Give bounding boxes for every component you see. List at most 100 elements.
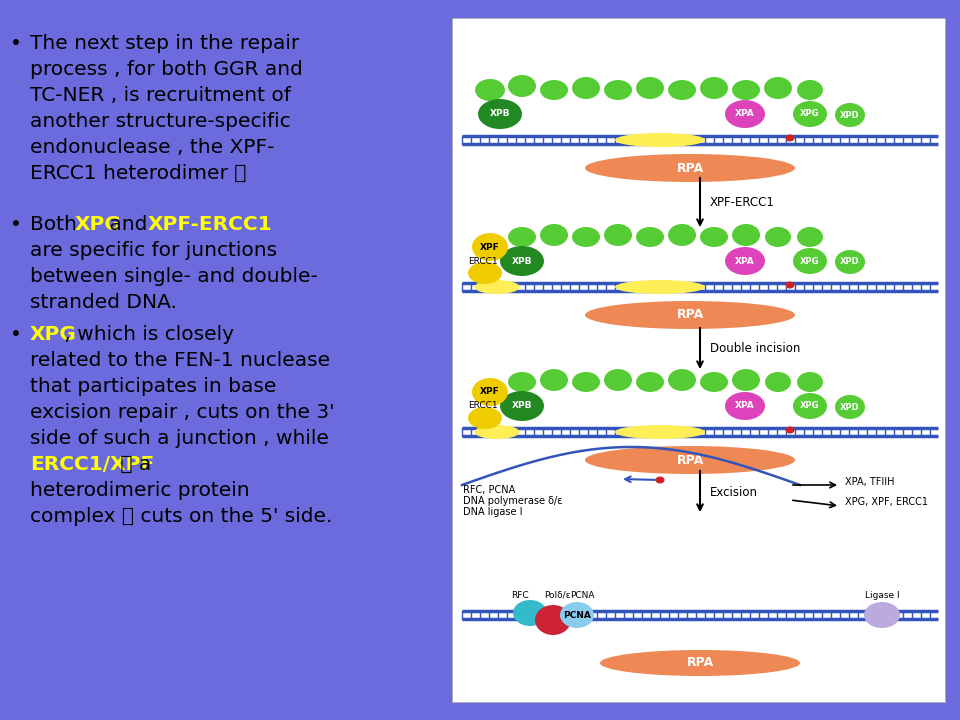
Text: related to the FEN-1 nuclease: related to the FEN-1 nuclease bbox=[30, 351, 330, 370]
Ellipse shape bbox=[513, 600, 547, 626]
Text: XPB: XPB bbox=[512, 402, 532, 410]
Ellipse shape bbox=[468, 262, 502, 284]
Ellipse shape bbox=[615, 133, 705, 147]
Text: The next step in the repair: The next step in the repair bbox=[30, 34, 300, 53]
Ellipse shape bbox=[797, 227, 823, 247]
Ellipse shape bbox=[615, 280, 705, 294]
Ellipse shape bbox=[604, 80, 632, 100]
Ellipse shape bbox=[540, 80, 568, 100]
Ellipse shape bbox=[540, 224, 568, 246]
Ellipse shape bbox=[636, 227, 664, 247]
Text: XPD: XPD bbox=[840, 258, 860, 266]
Ellipse shape bbox=[540, 369, 568, 391]
Ellipse shape bbox=[508, 75, 536, 97]
Ellipse shape bbox=[835, 250, 865, 274]
Ellipse shape bbox=[472, 233, 508, 261]
Text: Ligase I: Ligase I bbox=[865, 590, 900, 600]
Text: are specific for junctions: are specific for junctions bbox=[30, 241, 277, 260]
Text: Double incision: Double incision bbox=[710, 341, 801, 354]
Text: ERCC1 heterodimer ：: ERCC1 heterodimer ： bbox=[30, 164, 247, 183]
Text: XPG: XPG bbox=[801, 109, 820, 119]
Text: XPD: XPD bbox=[840, 402, 860, 412]
Text: Both: Both bbox=[30, 215, 84, 234]
Ellipse shape bbox=[636, 77, 664, 99]
Text: side of such a junction , while: side of such a junction , while bbox=[30, 429, 329, 448]
Ellipse shape bbox=[508, 372, 536, 392]
Ellipse shape bbox=[793, 393, 827, 419]
Text: XPA, TFIIH: XPA, TFIIH bbox=[845, 477, 895, 487]
Text: XPG: XPG bbox=[801, 256, 820, 266]
Text: , which is closely: , which is closely bbox=[58, 325, 234, 344]
Ellipse shape bbox=[636, 372, 664, 392]
FancyBboxPatch shape bbox=[452, 18, 945, 702]
Text: XPG: XPG bbox=[801, 402, 820, 410]
Ellipse shape bbox=[725, 392, 765, 420]
Text: DNA polymerase δ/ε: DNA polymerase δ/ε bbox=[463, 496, 563, 506]
Text: DNA ligase I: DNA ligase I bbox=[463, 507, 522, 517]
Ellipse shape bbox=[615, 425, 705, 439]
Text: another structure-specific: another structure-specific bbox=[30, 112, 291, 131]
Text: XPD: XPD bbox=[840, 110, 860, 120]
Ellipse shape bbox=[604, 224, 632, 246]
Text: XPF: XPF bbox=[480, 243, 500, 251]
Ellipse shape bbox=[475, 79, 505, 101]
Text: XPA: XPA bbox=[735, 109, 755, 119]
Ellipse shape bbox=[474, 425, 519, 439]
Ellipse shape bbox=[835, 103, 865, 127]
Ellipse shape bbox=[732, 369, 760, 391]
Text: PCNA: PCNA bbox=[564, 611, 591, 619]
Ellipse shape bbox=[765, 372, 791, 392]
Ellipse shape bbox=[656, 477, 664, 484]
Text: （ a: （ a bbox=[113, 455, 151, 474]
Ellipse shape bbox=[668, 80, 696, 100]
Text: heterodimeric protein: heterodimeric protein bbox=[30, 481, 250, 500]
Ellipse shape bbox=[572, 77, 600, 99]
Ellipse shape bbox=[572, 372, 600, 392]
Ellipse shape bbox=[785, 135, 795, 142]
Ellipse shape bbox=[797, 80, 823, 100]
Ellipse shape bbox=[700, 227, 728, 247]
Text: XPA: XPA bbox=[735, 402, 755, 410]
Text: and: and bbox=[103, 215, 154, 234]
Ellipse shape bbox=[668, 369, 696, 391]
Ellipse shape bbox=[508, 227, 536, 247]
Text: RPA: RPA bbox=[677, 308, 704, 322]
Text: XPG: XPG bbox=[75, 215, 122, 234]
Text: RPA: RPA bbox=[686, 657, 713, 670]
Text: ERCC1: ERCC1 bbox=[468, 402, 497, 410]
Ellipse shape bbox=[668, 224, 696, 246]
Ellipse shape bbox=[793, 101, 827, 127]
Text: •: • bbox=[10, 34, 22, 53]
Ellipse shape bbox=[793, 248, 827, 274]
Ellipse shape bbox=[500, 391, 544, 421]
Text: process , for both GGR and: process , for both GGR and bbox=[30, 60, 302, 79]
Ellipse shape bbox=[797, 372, 823, 392]
Ellipse shape bbox=[585, 301, 795, 329]
Ellipse shape bbox=[765, 227, 791, 247]
Text: •: • bbox=[10, 325, 22, 344]
Text: Excision: Excision bbox=[710, 485, 758, 498]
Text: Polδ/ε: Polδ/ε bbox=[543, 590, 570, 600]
Ellipse shape bbox=[835, 395, 865, 419]
Ellipse shape bbox=[785, 282, 795, 289]
Ellipse shape bbox=[474, 280, 519, 294]
Text: ERCC1: ERCC1 bbox=[468, 256, 497, 266]
Text: XPF-ERCC1: XPF-ERCC1 bbox=[710, 197, 775, 210]
Text: XPG, XPF, ERCC1: XPG, XPF, ERCC1 bbox=[845, 497, 928, 507]
Ellipse shape bbox=[700, 77, 728, 99]
Ellipse shape bbox=[560, 602, 594, 628]
Text: RFC: RFC bbox=[511, 590, 529, 600]
Text: excision repair , cuts on the 3': excision repair , cuts on the 3' bbox=[30, 403, 334, 422]
Text: RFC, PCNA: RFC, PCNA bbox=[463, 485, 516, 495]
Ellipse shape bbox=[725, 100, 765, 128]
Text: ERCC1/XPF: ERCC1/XPF bbox=[30, 455, 155, 474]
Text: XPB: XPB bbox=[490, 109, 511, 119]
Ellipse shape bbox=[864, 602, 900, 628]
Ellipse shape bbox=[764, 77, 792, 99]
Ellipse shape bbox=[585, 154, 795, 182]
Ellipse shape bbox=[785, 426, 795, 433]
Ellipse shape bbox=[472, 378, 508, 406]
Text: RPA: RPA bbox=[677, 454, 704, 467]
Text: TC-NER , is recruitment of: TC-NER , is recruitment of bbox=[30, 86, 291, 105]
Text: between single- and double-: between single- and double- bbox=[30, 267, 318, 286]
